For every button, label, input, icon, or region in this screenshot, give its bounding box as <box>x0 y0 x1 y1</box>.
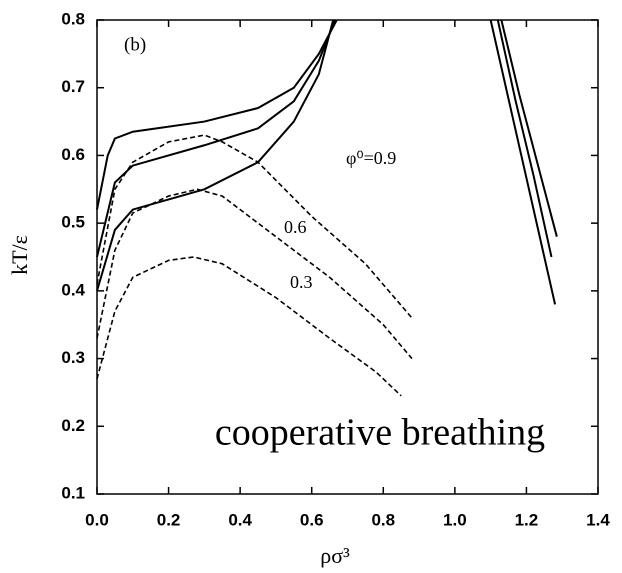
x-tick-label: 1.2 <box>515 510 539 529</box>
series-line <box>96 19 335 292</box>
series-line <box>489 19 557 305</box>
x-axis-label: ρσ³ <box>320 543 350 568</box>
series-line <box>96 188 413 360</box>
series-line <box>96 19 338 210</box>
annotation: φ⁰=0.9 <box>346 148 396 168</box>
y-axis-label: kT/ε <box>7 235 32 275</box>
series-line <box>496 19 553 258</box>
y-tick-label: 0.5 <box>61 213 85 232</box>
x-tick-label: 1.0 <box>443 510 467 529</box>
x-tick-label: 0.4 <box>228 510 252 529</box>
y-tick-label: 0.8 <box>61 9 85 28</box>
series-line <box>500 19 558 237</box>
y-tick-label: 0.4 <box>61 280 85 299</box>
series-line <box>96 256 402 397</box>
annotation: cooperative breathing <box>215 412 545 454</box>
x-tick-label: 0.2 <box>157 510 181 529</box>
y-tick-label: 0.6 <box>61 145 85 164</box>
series-line <box>96 134 413 319</box>
y-tick-label: 0.3 <box>61 348 85 367</box>
x-tick-label: 0.8 <box>371 510 395 529</box>
x-tick-label: 1.4 <box>586 510 610 529</box>
x-tick-label: 0.6 <box>300 510 324 529</box>
panel-label: (b) <box>124 34 146 55</box>
annotation: 0.3 <box>290 272 313 292</box>
y-tick-label: 0.7 <box>61 77 85 96</box>
y-tick-label: 0.2 <box>61 416 85 435</box>
y-tick-label: 0.1 <box>61 483 85 502</box>
x-tick-label: 0.0 <box>85 510 109 529</box>
series-line <box>96 19 336 258</box>
annotation: 0.6 <box>284 217 307 237</box>
